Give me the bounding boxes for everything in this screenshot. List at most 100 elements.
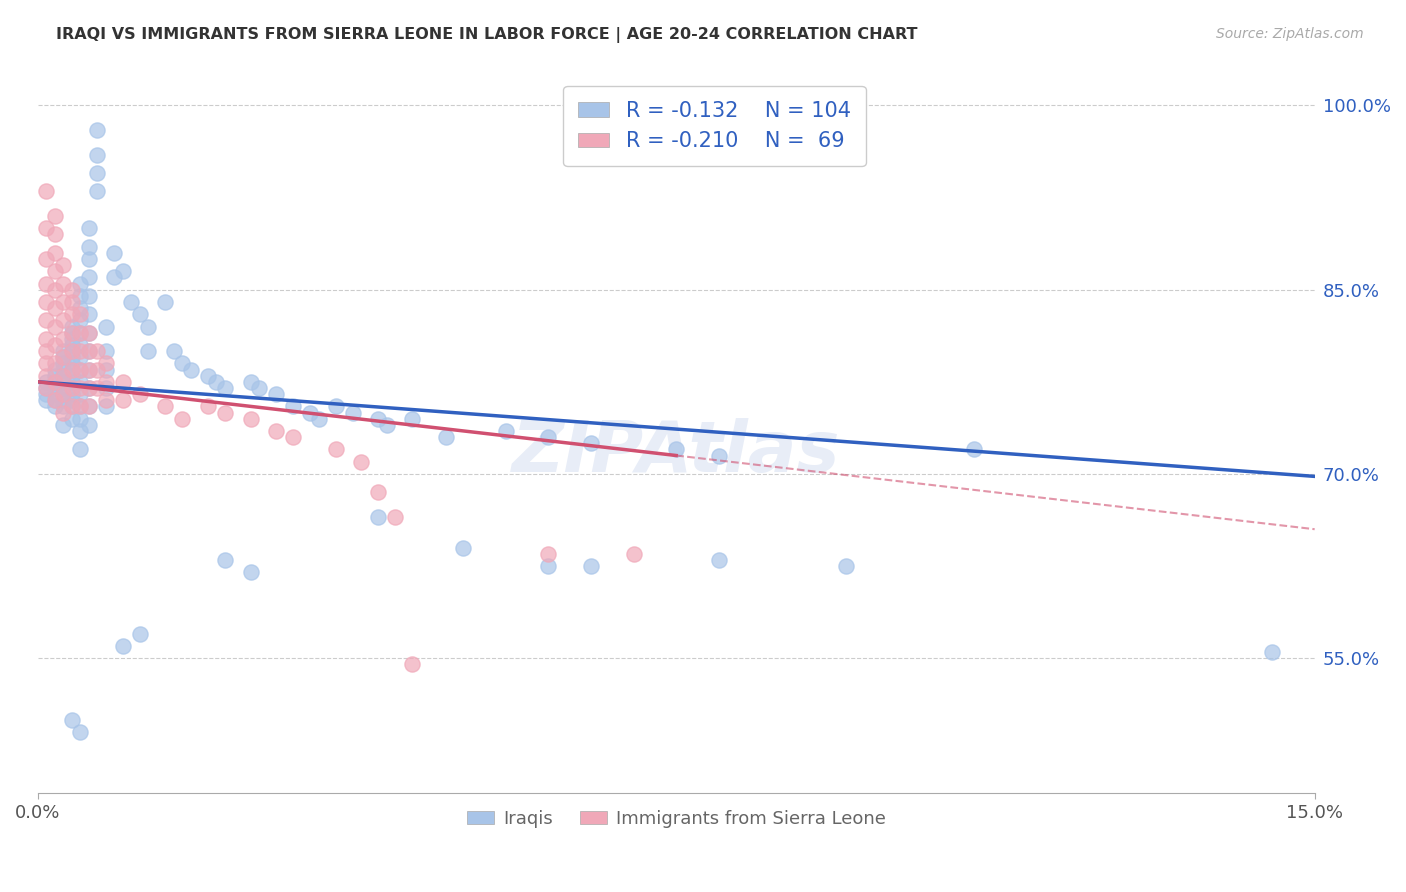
Point bbox=[172, 356, 194, 370]
Point bbox=[94, 393, 117, 408]
Point bbox=[35, 313, 58, 327]
Point bbox=[69, 381, 91, 395]
Point bbox=[103, 270, 125, 285]
Point bbox=[52, 417, 75, 432]
Point bbox=[52, 405, 75, 419]
Point bbox=[77, 344, 100, 359]
Point bbox=[35, 185, 58, 199]
Point bbox=[52, 350, 75, 364]
Point bbox=[35, 221, 58, 235]
Point bbox=[60, 319, 83, 334]
Point bbox=[60, 393, 83, 408]
Point bbox=[434, 430, 457, 444]
Point bbox=[44, 368, 66, 383]
Point bbox=[495, 424, 517, 438]
Point bbox=[35, 381, 58, 395]
Point bbox=[60, 381, 83, 395]
Point bbox=[128, 387, 150, 401]
Point bbox=[264, 424, 287, 438]
Point bbox=[94, 319, 117, 334]
Point bbox=[44, 400, 66, 414]
Point bbox=[111, 264, 134, 278]
Point bbox=[401, 411, 423, 425]
Point bbox=[35, 294, 58, 309]
Point bbox=[77, 417, 100, 432]
Point bbox=[77, 381, 100, 395]
Point bbox=[172, 411, 194, 425]
Point bbox=[77, 381, 100, 395]
Point bbox=[214, 381, 236, 395]
Point bbox=[35, 375, 58, 389]
Point bbox=[94, 375, 117, 389]
Point bbox=[52, 375, 75, 389]
Point bbox=[963, 442, 986, 457]
Point bbox=[138, 319, 160, 334]
Point bbox=[77, 362, 100, 376]
Point bbox=[1261, 645, 1284, 659]
Point bbox=[94, 362, 117, 376]
Point bbox=[401, 657, 423, 672]
Point bbox=[367, 510, 389, 524]
Point bbox=[60, 332, 83, 346]
Point bbox=[264, 387, 287, 401]
Point bbox=[69, 725, 91, 739]
Point bbox=[69, 326, 91, 340]
Point bbox=[77, 307, 100, 321]
Point bbox=[44, 264, 66, 278]
Point bbox=[52, 294, 75, 309]
Point bbox=[120, 294, 142, 309]
Point bbox=[69, 362, 91, 376]
Text: ZIPAtlas: ZIPAtlas bbox=[512, 418, 841, 487]
Point bbox=[44, 375, 66, 389]
Point bbox=[69, 301, 91, 315]
Point bbox=[77, 400, 100, 414]
Point bbox=[35, 277, 58, 291]
Point bbox=[52, 387, 75, 401]
Point bbox=[52, 368, 75, 383]
Legend: Iraqis, Immigrants from Sierra Leone: Iraqis, Immigrants from Sierra Leone bbox=[460, 803, 893, 835]
Point bbox=[52, 313, 75, 327]
Point bbox=[77, 362, 100, 376]
Point bbox=[60, 344, 83, 359]
Point bbox=[86, 344, 108, 359]
Point bbox=[69, 289, 91, 303]
Point bbox=[77, 400, 100, 414]
Point bbox=[60, 307, 83, 321]
Point bbox=[247, 381, 270, 395]
Point bbox=[299, 405, 322, 419]
Point bbox=[103, 245, 125, 260]
Point bbox=[86, 166, 108, 180]
Point bbox=[77, 326, 100, 340]
Point bbox=[453, 541, 475, 555]
Point bbox=[665, 442, 688, 457]
Point bbox=[44, 283, 66, 297]
Point bbox=[69, 277, 91, 291]
Point bbox=[86, 362, 108, 376]
Point bbox=[60, 344, 83, 359]
Point bbox=[214, 405, 236, 419]
Point bbox=[35, 332, 58, 346]
Point bbox=[44, 338, 66, 352]
Point bbox=[86, 123, 108, 137]
Point bbox=[308, 411, 330, 425]
Point bbox=[86, 185, 108, 199]
Point bbox=[60, 356, 83, 370]
Point bbox=[69, 307, 91, 321]
Point bbox=[60, 362, 83, 376]
Point bbox=[155, 294, 177, 309]
Point bbox=[239, 411, 262, 425]
Point bbox=[44, 362, 66, 376]
Point bbox=[44, 381, 66, 395]
Point bbox=[77, 289, 100, 303]
Text: Source: ZipAtlas.com: Source: ZipAtlas.com bbox=[1216, 27, 1364, 41]
Point bbox=[44, 319, 66, 334]
Point bbox=[69, 387, 91, 401]
Point bbox=[60, 713, 83, 727]
Point bbox=[77, 240, 100, 254]
Point bbox=[44, 209, 66, 223]
Point bbox=[537, 430, 560, 444]
Point bbox=[69, 411, 91, 425]
Point bbox=[60, 381, 83, 395]
Point bbox=[835, 559, 858, 574]
Point bbox=[163, 344, 186, 359]
